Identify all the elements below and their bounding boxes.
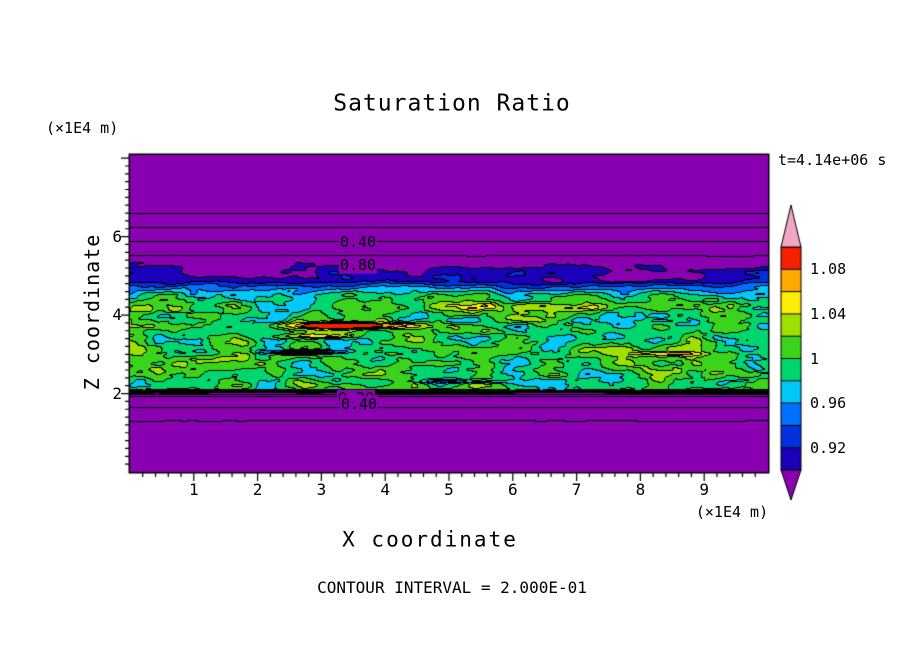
x-tick-label: 9 [699,480,710,499]
colorbar-label: 1.04 [810,304,847,323]
x-tick-label: 5 [444,480,454,499]
x-axis-title: X coordinate [342,527,518,552]
x-tick-label: 4 [380,480,391,499]
contour-line-label: 0.40 [338,232,378,251]
colorbar-label: 0.96 [810,393,847,412]
x-tick-label: 3 [316,480,327,499]
colorbar-label: 1.08 [810,260,847,279]
x-tick-label: 8 [635,480,646,499]
time-annotation: t=4.14e+06 s [778,150,887,169]
colorbar-label: 0.92 [810,438,847,457]
z-tick-label: 2 [112,383,122,403]
x-tick-label: 6 [507,480,518,499]
x-tick-label: 1 [188,480,199,499]
contour-interval-note: CONTOUR INTERVAL = 2.000E-01 [317,578,587,598]
x-tick-label: 2 [252,480,263,499]
z-axis-unit-label: (×1E4 m) [46,118,119,137]
chart-title: Saturation Ratio [333,90,571,117]
z-tick-label: 4 [112,305,122,325]
colorbar-label: 1 [810,349,820,368]
contour-line-label: 0.40 [339,394,379,413]
contour-line-label: 0.80 [338,255,378,274]
x-tick-label: 7 [571,480,582,499]
z-tick-label: 6 [112,226,122,246]
x-axis-unit-label: (×1E4 m) [695,502,769,521]
